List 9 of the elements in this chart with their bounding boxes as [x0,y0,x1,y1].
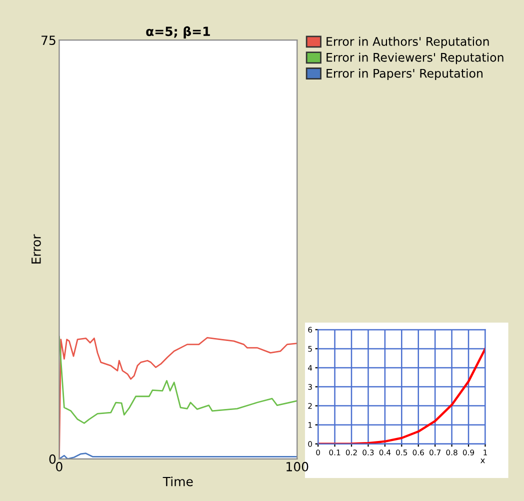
y-axis-title: Error [32,234,41,264]
x-axis-title: x [480,458,485,464]
x-tick-label: 100 [286,462,308,472]
x-axis-title: Time [162,476,193,486]
legend-label: Error in Reviewers' Reputation [326,52,504,64]
chart-title: α=5; β=1 [146,26,210,39]
legend-label: Error in Papers' Reputation [326,68,482,80]
y-tick-label: 75 [42,36,56,46]
legend-label: Error in Authors' Reputation [326,36,489,48]
